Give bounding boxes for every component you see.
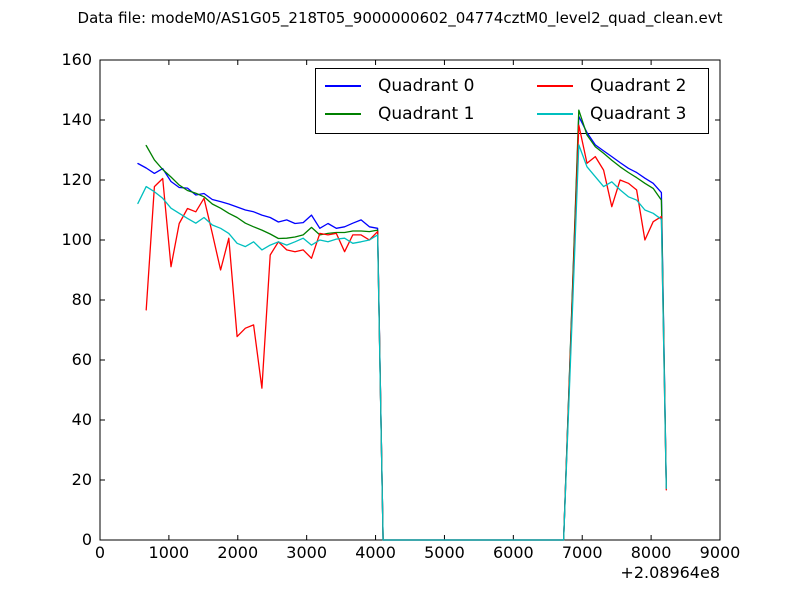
legend-item-quadrant-1: Quadrant 1: [325, 101, 474, 127]
x-tick-label: 7000: [562, 543, 603, 562]
x-axis-offset-label: +2.08964e8: [620, 563, 720, 582]
legend: Quadrant 0 Quadrant 1 Quadrant 2 Quadran…: [315, 68, 709, 134]
x-tick-label: 2000: [217, 543, 258, 562]
legend-label-quadrant-2: Quadrant 2: [590, 76, 687, 96]
y-tick-label: 100: [61, 230, 92, 249]
series-line-quadrant-3: [137, 144, 667, 541]
y-tick-label: 80: [72, 290, 92, 309]
legend-line-swatch-quadrant-1: [325, 113, 361, 115]
x-tick-label: 4000: [355, 543, 396, 562]
legend-line-swatch-quadrant-0: [325, 85, 361, 87]
y-tick-label: 160: [61, 50, 92, 69]
legend-line-swatch-quadrant-3: [537, 113, 573, 115]
legend-item-quadrant-0: Quadrant 0: [325, 73, 474, 99]
series-line-quadrant-1: [145, 109, 667, 541]
legend-line-swatch-quadrant-2: [537, 85, 573, 87]
legend-label-quadrant-1: Quadrant 1: [378, 104, 475, 124]
y-tick-label: 120: [61, 170, 92, 189]
y-tick-label: 0: [82, 530, 92, 549]
series-line-quadrant-2: [145, 124, 667, 541]
legend-item-quadrant-3: Quadrant 3: [537, 101, 686, 127]
x-tick-label: 1000: [149, 543, 190, 562]
x-tick-label: 9000: [700, 543, 741, 562]
x-tick-label: 8000: [631, 543, 672, 562]
legend-label-quadrant-0: Quadrant 0: [378, 76, 475, 96]
x-tick-label: 0: [95, 543, 105, 562]
legend-item-quadrant-2: Quadrant 2: [537, 73, 686, 99]
legend-label-quadrant-3: Quadrant 3: [590, 104, 687, 124]
x-tick-label: 3000: [286, 543, 327, 562]
series-line-quadrant-0: [137, 115, 667, 541]
x-tick-label: 6000: [493, 543, 534, 562]
y-tick-label: 140: [61, 110, 92, 129]
chart-title: Data file: modeM0/AS1G05_218T05_90000006…: [77, 9, 723, 27]
y-tick-label: 60: [72, 350, 92, 369]
x-tick-label: 5000: [424, 543, 465, 562]
y-tick-label: 40: [72, 410, 92, 429]
y-tick-label: 20: [72, 470, 92, 489]
